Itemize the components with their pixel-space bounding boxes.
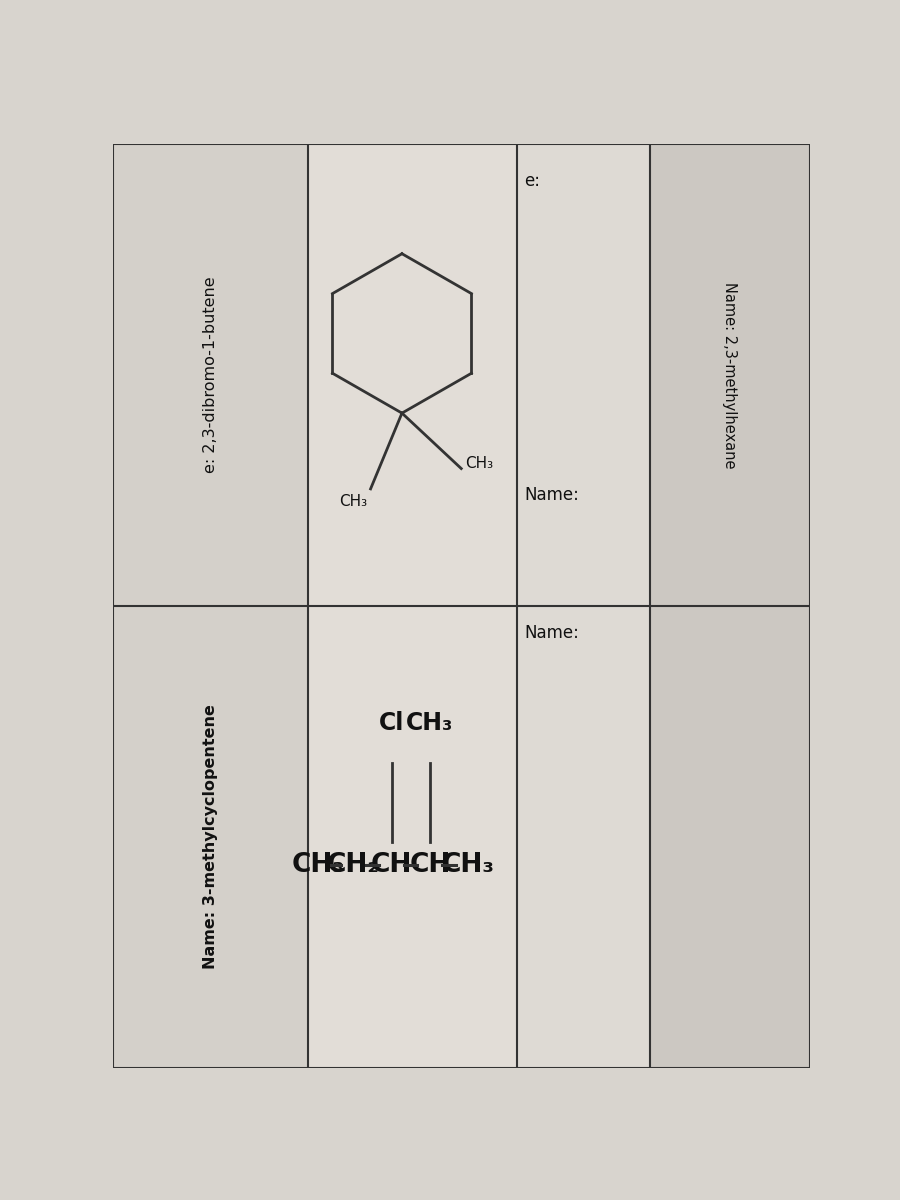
Bar bbox=[308, 144, 517, 606]
Text: Name:: Name: bbox=[524, 624, 579, 642]
Text: Name: 3-methylcyclopentene: Name: 3-methylcyclopentene bbox=[202, 704, 218, 970]
Bar bbox=[517, 144, 650, 606]
Text: e: 2,3-dibromo-1-butene: e: 2,3-dibromo-1-butene bbox=[202, 277, 218, 473]
Text: CH₃: CH₃ bbox=[464, 456, 493, 472]
Bar bbox=[650, 144, 810, 1068]
Text: CH₃: CH₃ bbox=[442, 852, 495, 877]
Text: Name:: Name: bbox=[524, 486, 579, 504]
Text: e:: e: bbox=[524, 172, 540, 190]
Text: CH₃: CH₃ bbox=[339, 493, 367, 509]
Text: CH₂: CH₂ bbox=[327, 852, 380, 877]
Text: CH₃: CH₃ bbox=[292, 852, 345, 877]
Text: CH₃: CH₃ bbox=[406, 712, 454, 736]
Text: Name: 2,3-methylhexane: Name: 2,3-methylhexane bbox=[723, 282, 737, 468]
Text: CH: CH bbox=[371, 852, 412, 877]
Bar bbox=[308, 606, 517, 1068]
Bar bbox=[517, 606, 650, 1068]
Bar bbox=[112, 144, 308, 1068]
Text: CH: CH bbox=[410, 852, 451, 877]
Text: Cl: Cl bbox=[379, 712, 404, 736]
